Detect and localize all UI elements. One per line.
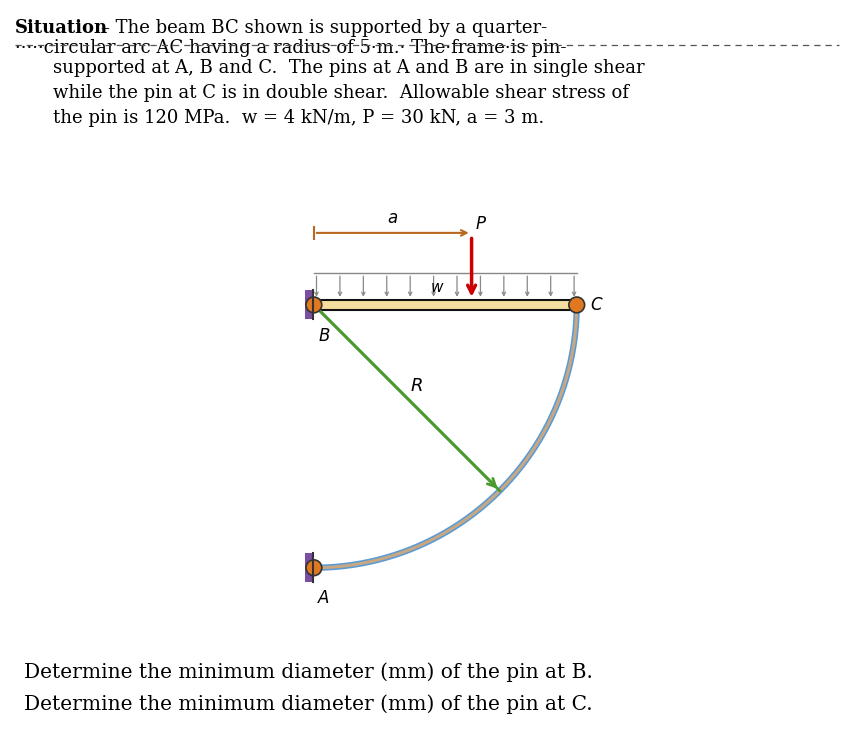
Bar — [306, 291, 313, 319]
Text: B: B — [318, 327, 330, 345]
Text: w: w — [431, 280, 444, 295]
Text: ·····circular arc AC having a radius of 5·m.· The·frame·is pin-: ·····circular arc AC having a radius of … — [15, 39, 567, 57]
Text: P: P — [475, 216, 486, 234]
Text: supported at A, B and C.  The pins at A and B are in single shear
while the pin : supported at A, B and C. The pins at A a… — [53, 59, 644, 128]
Text: R: R — [411, 377, 423, 395]
Circle shape — [569, 297, 584, 312]
Text: Determine the minimum diameter (mm) of the pin at B.: Determine the minimum diameter (mm) of t… — [24, 662, 593, 682]
Text: C: C — [590, 296, 602, 314]
Text: a: a — [388, 209, 398, 227]
Text: A: A — [318, 589, 330, 607]
Circle shape — [306, 559, 322, 575]
Text: Situation: Situation — [15, 19, 108, 37]
Text: – The beam BC shown is supported by a quarter-: – The beam BC shown is supported by a qu… — [101, 19, 547, 37]
Circle shape — [306, 297, 322, 312]
Bar — [306, 553, 313, 582]
Text: Determine the minimum diameter (mm) of the pin at C.: Determine the minimum diameter (mm) of t… — [24, 695, 592, 714]
Bar — [314, 300, 577, 310]
